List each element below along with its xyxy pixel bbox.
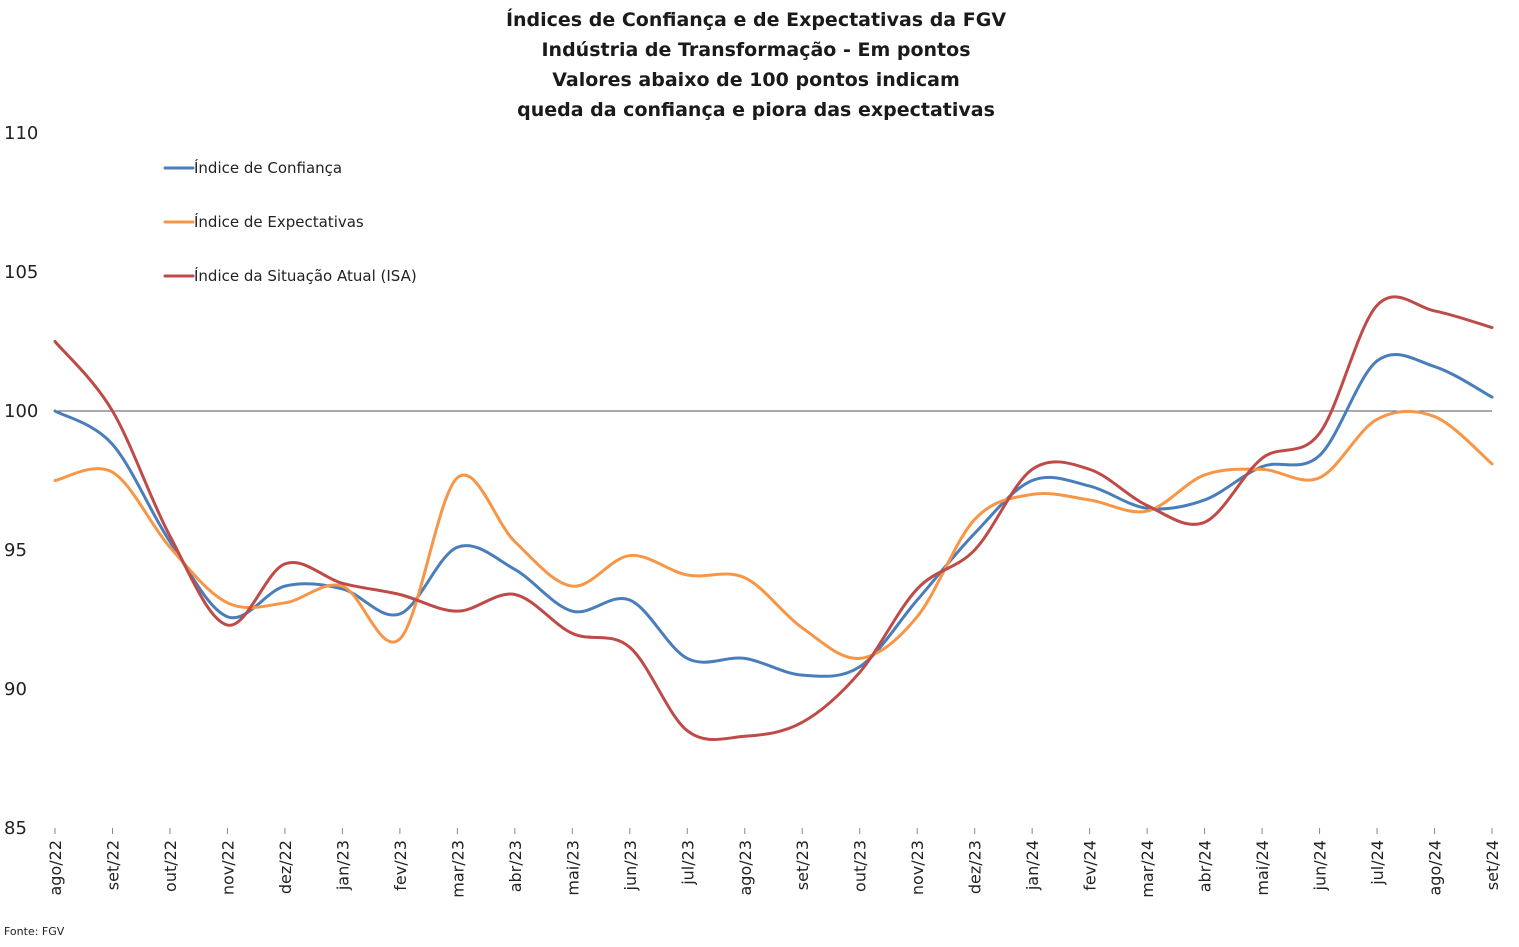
- series-line-isa: [53, 295, 1494, 742]
- series-line-confianca: [53, 352, 1494, 678]
- y-axis-ticks: 85 90 95 100 105 110: [4, 123, 38, 839]
- x-tick-label: mar/24: [1138, 840, 1157, 898]
- chart-title: Índices de Confiança e de Expectativas d…: [506, 8, 1006, 121]
- y-tick-label: 95: [4, 540, 27, 561]
- x-tick-label: mar/23: [448, 840, 467, 898]
- x-tick-label: jan/23: [333, 840, 352, 891]
- x-tick-label: out/23: [851, 840, 870, 892]
- x-tick-label: mai/24: [1253, 840, 1272, 896]
- y-tick-label: 105: [4, 262, 38, 283]
- legend-label: Índice da Situação Atual (ISA): [194, 266, 417, 285]
- x-tick-label: jul/24: [1368, 840, 1387, 886]
- legend: Índice de Confiança Índice de Expectativa…: [163, 158, 417, 285]
- y-tick-label: 85: [4, 818, 27, 839]
- x-tick-label: jan/24: [1023, 840, 1042, 891]
- y-tick-label: 90: [4, 679, 27, 700]
- legend-label: Índice de Confiança: [194, 158, 342, 177]
- x-tick-label: ago/22: [46, 840, 65, 896]
- source-note: Fonte: FGV: [4, 925, 65, 938]
- x-tick-label: jul/23: [678, 840, 697, 886]
- chart-title-line: queda da confiança e piora das expectati…: [517, 99, 995, 121]
- chart-title-line: Índices de Confiança e de Expectativas d…: [506, 8, 1006, 31]
- x-tick-label: dez/22: [276, 840, 295, 894]
- legend-label: Índice de Expectativas: [194, 212, 364, 231]
- x-tick-label: nov/22: [218, 840, 237, 895]
- x-tick-label: set/24: [1483, 840, 1502, 890]
- x-tick-label: ago/23: [736, 840, 755, 896]
- x-tick-label: jun/24: [1311, 840, 1330, 891]
- x-tick-label: fev/24: [1081, 840, 1100, 891]
- x-axis-ticks: ago/22 set/22 out/22 nov/22 dez/22 jan/23 fev/…: [46, 840, 1502, 898]
- x-axis-tick-marks: [54, 828, 1493, 834]
- x-tick-label: nov/23: [908, 840, 927, 895]
- chart-title-line: Indústria de Transformação - Em pontos: [541, 39, 970, 61]
- legend-item: Índice de Expectativas: [163, 212, 364, 231]
- legend-item: Índice de Confiança: [163, 158, 342, 177]
- series-lines: [53, 295, 1494, 742]
- x-tick-label: ago/24: [1426, 840, 1445, 896]
- x-tick-label: set/22: [103, 840, 122, 890]
- x-tick-label: abr/23: [506, 840, 525, 892]
- chart-title-line: Valores abaixo de 100 pontos indicam: [552, 69, 960, 91]
- x-tick-label: dez/23: [966, 840, 985, 894]
- y-tick-label: 100: [4, 401, 38, 422]
- x-tick-label: set/23: [793, 840, 812, 890]
- x-tick-label: abr/24: [1196, 840, 1215, 892]
- x-tick-label: out/22: [161, 840, 180, 892]
- x-tick-label: jun/23: [621, 840, 640, 891]
- x-tick-label: fev/23: [391, 840, 410, 891]
- y-tick-label: 110: [4, 123, 38, 144]
- legend-item: Índice da Situação Atual (ISA): [163, 266, 417, 285]
- series-line-expectativas: [53, 409, 1494, 660]
- x-tick-label: mai/23: [563, 840, 582, 896]
